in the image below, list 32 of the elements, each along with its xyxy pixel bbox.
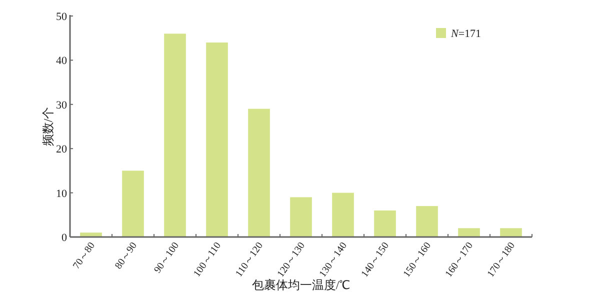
x-tick-label: 160～170 <box>444 240 476 280</box>
x-tick-label: 90～100 <box>152 240 182 276</box>
x-tick-label: 120～130 <box>276 240 308 280</box>
bar <box>206 42 228 237</box>
legend-label: N=171 <box>450 28 482 40</box>
x-tick-label: 100～110 <box>192 240 224 280</box>
bar <box>80 232 102 237</box>
x-tick-label: 80～90 <box>113 240 140 272</box>
bar <box>248 108 270 237</box>
x-tick-label: 140～150 <box>360 240 392 280</box>
bar <box>500 228 522 237</box>
y-tick-label: 0 <box>62 232 68 244</box>
y-tick-label: 40 <box>56 55 68 68</box>
bar <box>164 34 186 237</box>
y-axis-title: 频数/个 <box>41 106 55 146</box>
bar <box>290 197 312 237</box>
x-tick-label: 110～120 <box>234 240 266 280</box>
y-tick-label: 30 <box>56 99 68 112</box>
y-tick-label: 20 <box>56 144 68 156</box>
bar <box>374 210 396 237</box>
x-tick-label: 70～80 <box>71 240 98 272</box>
x-tick-label: 170～180 <box>486 240 518 280</box>
bar <box>416 206 438 237</box>
bar <box>122 170 144 237</box>
y-tick-label: 10 <box>56 188 68 200</box>
x-tick-label: 150～160 <box>402 240 434 280</box>
x-tick-label: 130～140 <box>318 240 350 280</box>
bar <box>332 192 354 237</box>
x-axis-title: 包裹体均一温度/℃ <box>252 278 350 292</box>
bar <box>458 228 480 237</box>
y-tick-label: 50 <box>56 11 68 23</box>
legend: N=171 <box>436 28 482 40</box>
